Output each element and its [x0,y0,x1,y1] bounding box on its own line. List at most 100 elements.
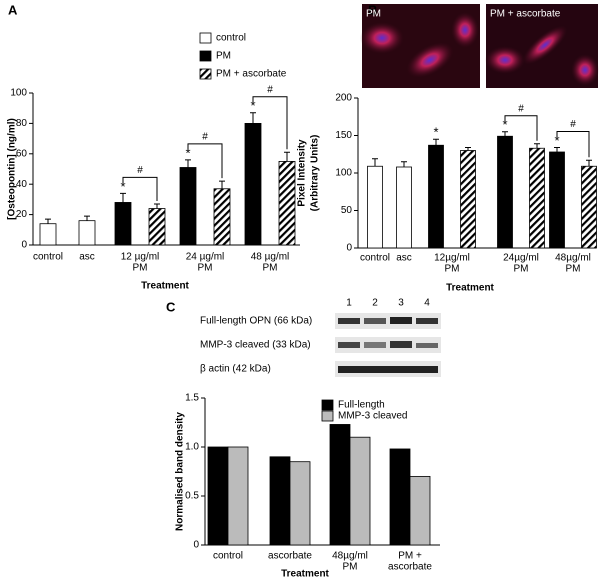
x-tick-label: 24 µg/ml [186,252,225,263]
error-bar [433,138,439,146]
lane-label: 2 [372,298,378,309]
legend-label: Full-length [338,400,385,411]
error-bar [284,151,290,162]
error-bar [534,143,540,149]
bar [207,446,229,546]
legend-swatch [199,32,212,44]
x-tick-label: PM [198,263,213,274]
bar [278,160,296,246]
significance-marker: * [433,125,438,140]
x-tick-label: PM + [398,551,422,562]
bar [581,165,597,249]
micrographs [360,4,599,88]
x-tick-label: PM [133,263,148,274]
bar [389,448,411,546]
image-label: PM + ascorbate [490,9,561,20]
bracket [252,96,288,150]
y-tick-label: 20 [16,209,28,220]
bracket [504,115,538,141]
legend-swatch [321,410,334,422]
x-tick-label: asc [396,253,412,264]
x-tick-label: PM [514,264,529,275]
x-axis-label: Treatment [141,281,189,292]
y-tick-label: 100 [10,88,27,99]
error-bar [401,161,407,167]
bar [114,202,132,246]
x-tick-label: 12 µg/ml [121,252,160,263]
y-tick-label: 200 [335,93,352,104]
y-tick-label: 0 [346,243,352,254]
x-tick-label: 48µg/ml [332,551,368,562]
x-tick-label: control [213,551,243,562]
x-tick-label: ascorbate [388,562,432,573]
significance-marker: * [554,133,559,148]
y-axis-label: [Osteopontin] (ng/ml) [7,118,18,220]
panel-letter: A [8,2,18,17]
x-tick-label: PM [263,263,278,274]
error-bar [250,112,256,124]
legend-swatch [321,399,334,411]
bar [396,166,412,249]
x-tick-label: asc [79,252,95,263]
y-tick-label: 0.5 [185,491,199,502]
x-tick-label: 48 µg/ml [251,252,290,263]
bar [148,208,166,246]
error-bar [465,147,471,151]
x-tick-label: 48µg/ml [555,253,591,264]
error-bar [586,159,592,167]
y-tick-label: 40 [16,179,28,190]
bar [78,220,96,246]
x-tick-label: control [360,253,390,264]
blot-row-label: MMP-3 cleaved (33 kDa) [200,340,311,351]
error-bar [154,203,160,209]
lane-label: 4 [424,298,430,309]
legend-swatch [199,50,212,62]
significance-marker: * [250,98,255,113]
error-bar [84,215,90,221]
bracket-label: # [570,119,576,130]
legend-label: MMP-3 cleaved [338,411,407,422]
legend-swatch [199,68,212,80]
y-tick-label: 150 [335,130,352,141]
y-axis-label: Pixel Intensity [297,139,308,207]
bracket-label: # [137,165,143,176]
bar [39,223,57,246]
x-tick-label: ascorbate [268,551,312,562]
y-tick-label: 60 [16,148,28,159]
x-tick-label: PM [566,264,581,275]
x-tick-label: 12µg/ml [434,253,470,264]
error-bar [45,218,51,224]
significance-marker: * [185,145,190,160]
bar [529,147,545,249]
y-tick-label: 80 [16,118,28,129]
x-tick-label: PM [445,264,460,275]
legend-label: PM [216,51,231,62]
panel-letter: B [368,2,377,17]
panel-letter: C [166,299,176,314]
y-axis-label: Normalised band density [175,412,186,531]
bracket-label: # [267,84,273,95]
blot-row-label: Full-length OPN (66 kDa) [200,316,312,327]
bar [497,135,513,249]
western-blot [335,313,441,377]
x-tick-label: PM [343,562,358,573]
error-bar [554,147,560,152]
legend-label: control [216,33,246,44]
error-bar [185,159,191,168]
bracket [556,131,590,158]
significance-marker: * [502,117,507,132]
image-label: PM [366,9,381,20]
error-bar [120,192,126,203]
y-tick-label: 50 [341,205,353,216]
significance-marker: * [120,179,125,194]
legend-label: PM + ascorbate [216,69,287,80]
x-axis-label: Treatment [446,283,494,294]
bar [244,123,262,246]
bar [289,461,311,546]
bracket [122,176,158,201]
bar [549,151,565,249]
lane-label: 1 [346,298,352,309]
bar [460,150,476,249]
